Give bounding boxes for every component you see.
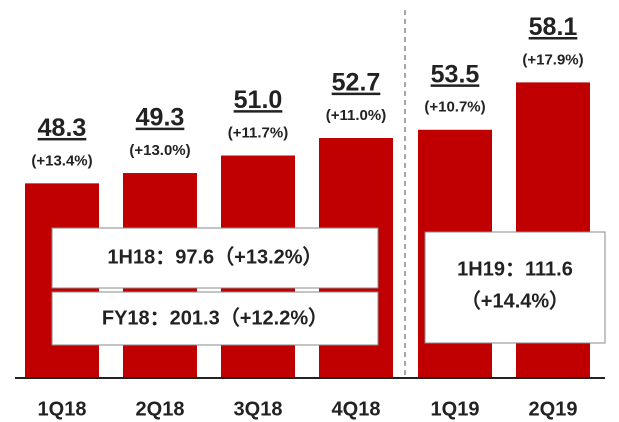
growth-label: (+11.0%) (326, 107, 386, 124)
x-tick-label: 3Q18 (234, 398, 283, 420)
annotation: 1H19：111.6 (457, 258, 573, 280)
growth-label: (+11.7%) (228, 124, 288, 141)
value-label: 48.3 (38, 114, 87, 142)
x-tick-label: 1Q18 (38, 398, 87, 420)
x-tick-label: 4Q18 (332, 398, 381, 420)
annotation-box (424, 231, 606, 344)
value-label: 51.0 (234, 86, 283, 114)
annotation: 1H18：97.6（+13.2%） (107, 245, 322, 268)
value-label: 53.5 (431, 60, 480, 88)
growth-label: (+13.4%) (31, 152, 92, 169)
growth-label: (+13.0%) (129, 142, 190, 159)
value-label: 58.1 (529, 13, 578, 41)
value-label: 52.7 (332, 69, 381, 97)
annotation-box (51, 227, 379, 289)
annotation: （+14.4%） (461, 289, 569, 312)
growth-label: (+10.7%) (424, 99, 485, 116)
annotation-box (51, 291, 379, 346)
annotation: FY18：201.3（+12.2%） (102, 306, 328, 329)
x-tick-label: 2Q18 (136, 398, 185, 420)
x-tick-label: 1Q19 (431, 398, 480, 420)
x-tick-label: 2Q19 (529, 398, 578, 420)
value-label: 49.3 (136, 104, 185, 132)
growth-label: (+17.9%) (522, 51, 583, 68)
